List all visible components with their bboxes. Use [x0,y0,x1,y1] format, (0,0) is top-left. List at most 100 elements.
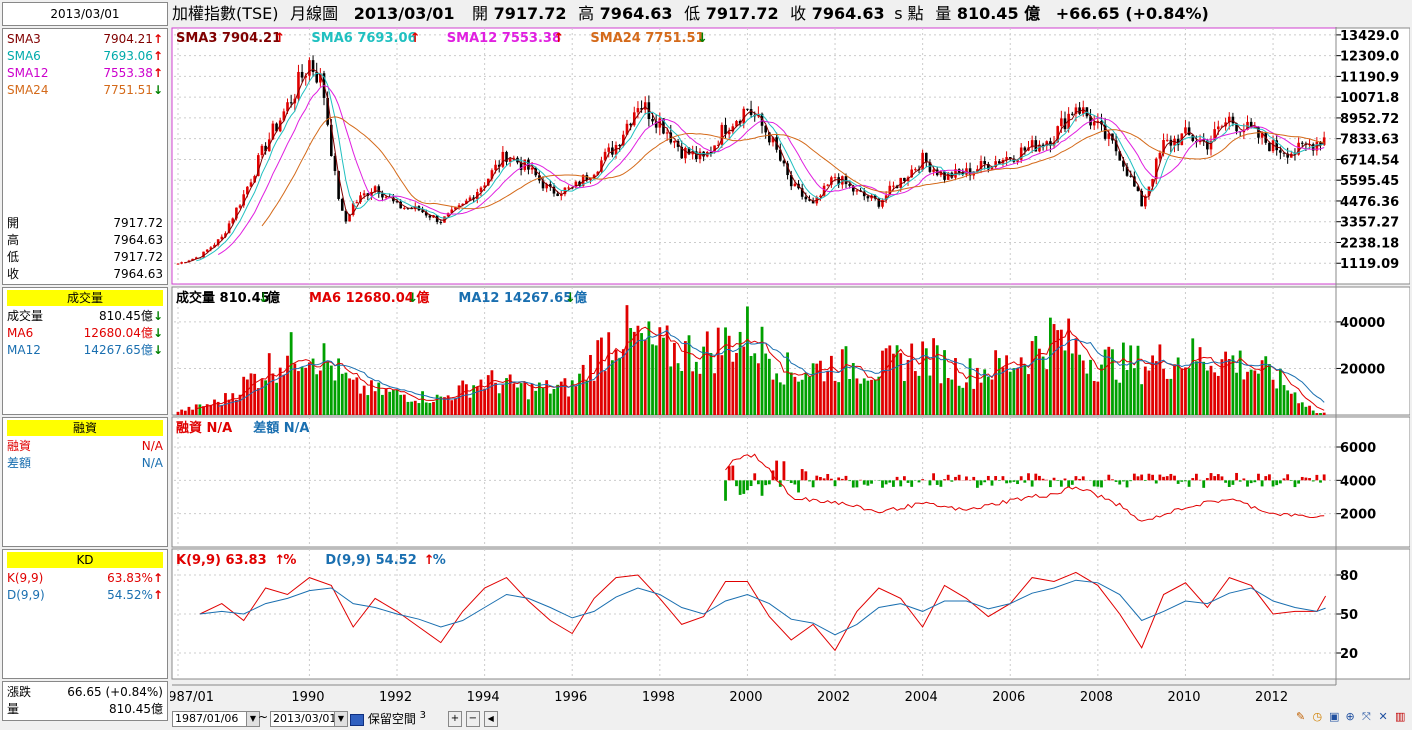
volume-bar [1213,372,1217,415]
volume-bar [329,365,333,415]
volume-bar [1271,379,1275,415]
zoom-in-icon[interactable]: + [448,711,462,727]
zoom-icon[interactable]: ⊕ [1345,710,1355,723]
margin-diff-bar [789,480,793,484]
candle-body [216,239,220,245]
kd-row-value: 54.52%↑ [107,587,163,603]
scroll-left-icon[interactable]: ◀ [483,711,498,727]
title-close: 7964.63 [811,4,885,23]
volume-bar [669,366,673,415]
clock-icon[interactable]: ◷ [1312,710,1323,723]
ohlc-row-label: 收 [7,267,20,281]
volume-bar [654,345,658,415]
stock-chart[interactable]: 13429.0 12309.0 11190.9 10071.8 8952.72 7833.… [170,27,1410,709]
candle-body [1041,144,1045,146]
margin-diff-bar [1286,474,1290,481]
margin-diff-bar [943,479,946,481]
margin-diff-bar [1063,478,1067,481]
margin-diff-bar [921,479,925,481]
down-arrow-icon: ↓ [407,291,418,306]
candle-body [403,207,406,209]
up-arrow-icon: ↑ [152,571,163,585]
volume-bar [1311,410,1315,415]
margin-row-label: 融資 [7,439,32,453]
end-date-dropdown-icon[interactable]: ▼ [334,712,347,726]
reserve-space-button[interactable]: 保留空間 3 [350,710,426,727]
start-date-dropdown-icon[interactable]: ▼ [246,712,259,726]
candle-body [851,185,855,192]
candle-body [1275,140,1279,151]
margin-diff-bar [935,480,939,485]
margin-diff-bar [1121,480,1125,482]
close-icon[interactable]: ✕ [1378,710,1388,723]
candle-body [811,200,815,204]
candle-body [782,160,786,164]
margin-diff-bar [742,480,746,494]
volume-bar [1078,354,1081,415]
volume-bar [1264,356,1268,415]
window-icon[interactable]: ▣ [1329,710,1340,723]
candle-body [877,198,881,207]
volume-bar [297,371,300,415]
x-tick-label: 1987/01 [170,690,214,705]
chart-icon[interactable]: ▥ [1395,710,1406,723]
volume-bar [742,346,746,415]
margin-row-value-text: N/A [141,456,163,470]
kd-panel-title: KD [7,552,163,568]
price-legend-2: SMA12 7553.38 [447,31,561,46]
margin-diff-bar [855,480,859,488]
start-date-input[interactable]: 1987/01/06 ▼ [172,711,260,727]
volume-bar [1308,405,1311,415]
up-arrow-icon: ↑ [553,31,564,46]
candle-body [607,147,611,152]
volume-bar [811,363,815,415]
y-tick-label: 8952.72 [1340,112,1399,127]
expand-icon[interactable]: ⤧ [1362,710,1371,723]
margin-diff-bar [1242,478,1246,481]
candle-body [311,60,315,72]
volume-bar [997,358,1001,415]
volume-bar [1289,393,1293,415]
volume-bar [1034,336,1038,415]
margin-diff-bar [954,476,957,481]
margin-panel-title: 融資 [7,420,163,436]
ohlc-row-value: 7964.63 [113,266,163,282]
volume-bar [1165,378,1169,415]
candle-body [979,160,983,170]
candle-body [724,124,727,135]
margin-diff-bar [1257,473,1260,481]
kd-legend-0: K(9,9) 63.83 [176,553,267,568]
margin-diff-bar [804,471,808,481]
end-date-input[interactable]: 2013/03/01 ▼ [270,711,348,727]
volume-bar [286,355,289,415]
candle-body [1187,127,1191,135]
pencil-icon[interactable]: ✎ [1296,710,1306,723]
title-date: 2013/03/01 [353,4,455,23]
x-tick-label: 1994 [467,690,500,705]
candle-body [1162,140,1165,153]
candle-body [508,158,512,162]
volume-bar [534,390,538,415]
candle-body [749,109,753,115]
down-arrow-icon: ↓ [565,291,576,306]
y-tick-label: 5595.45 [1340,174,1399,189]
ohlc-row-value-text: 7964.63 [113,233,163,247]
candle-body [939,171,943,176]
candle-body [289,102,293,104]
volume-bar [351,379,355,415]
margin-diff-bar [1041,478,1045,481]
margin-diff-bar [895,476,899,481]
volume-bar [523,382,527,415]
zoom-out-icon[interactable]: − [465,711,480,727]
volume-bar [979,382,983,415]
kd-row: K(9,9) 63.83%↑ [7,570,163,586]
candle-body [1297,142,1300,155]
volume-bar [716,327,720,415]
volume-bar [1297,403,1301,415]
margin-diff-bar [1118,480,1122,485]
volume-bar [1300,402,1304,415]
volume-bar [410,401,414,415]
volume-bar [625,305,629,415]
candle-body [519,162,523,170]
volume-bar [183,410,187,415]
